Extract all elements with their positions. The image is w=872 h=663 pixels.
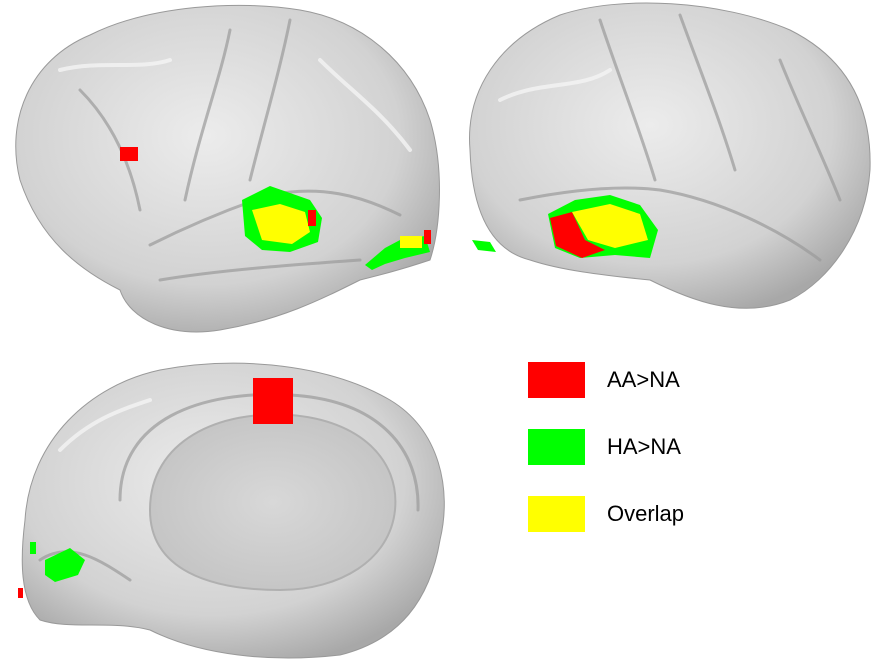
legend-swatch [528, 496, 585, 532]
legend-label: Overlap [607, 501, 684, 526]
legend-label: AA>NA [607, 367, 680, 392]
legend-swatch [528, 429, 585, 465]
legend-swatch [528, 362, 585, 398]
brain-medial [18, 363, 444, 658]
legend-label: HA>NA [607, 434, 681, 459]
brain-left-lateral [16, 5, 440, 332]
legend: AA>NA HA>NA Overlap [528, 362, 684, 532]
figure: AA>NA HA>NA Overlap [0, 0, 872, 663]
page: AA>NAHA>NAOverlap (() => { const data = … [0, 0, 872, 663]
brain-right-lateral [470, 3, 871, 308]
